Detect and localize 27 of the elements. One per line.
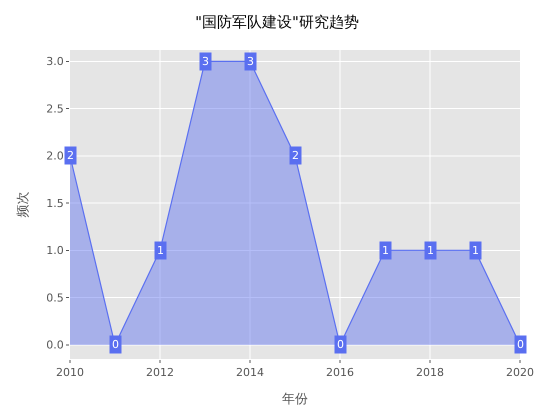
data-label: 0 (337, 338, 344, 351)
y-tick-label: 0.0 (46, 338, 64, 352)
data-label: 0 (517, 338, 524, 351)
data-label: 1 (382, 244, 389, 257)
x-tick-label: 2014 (236, 366, 264, 380)
data-label: 3 (247, 55, 254, 68)
x-tick-label: 2016 (326, 366, 354, 380)
y-axis-title: 频次 (16, 192, 32, 218)
data-label: 1 (472, 244, 479, 257)
y-tick-label: 0.5 (46, 291, 64, 304)
y-tick-label: 1.0 (46, 244, 64, 258)
data-label: 1 (427, 244, 434, 257)
x-tick-label: 2018 (416, 366, 444, 380)
data-label: 3 (202, 55, 209, 68)
data-label: 0 (112, 338, 119, 351)
x-tick-label: 2020 (506, 366, 534, 380)
y-tick-label: 3.0 (46, 55, 64, 68)
data-label: 2 (67, 149, 74, 162)
y-tick-label: 2.5 (46, 102, 64, 116)
x-axis-title: 年份 (282, 392, 308, 407)
y-tick-label: 2.0 (46, 150, 64, 163)
x-tick-label: 2012 (146, 366, 174, 380)
y-tick-label: 1.5 (46, 196, 64, 210)
chart-title: "国防军队建设"研究趋势 (195, 13, 359, 32)
data-label: 2 (292, 149, 299, 162)
x-tick-label: 2010 (56, 366, 84, 380)
data-label: 1 (157, 244, 164, 257)
